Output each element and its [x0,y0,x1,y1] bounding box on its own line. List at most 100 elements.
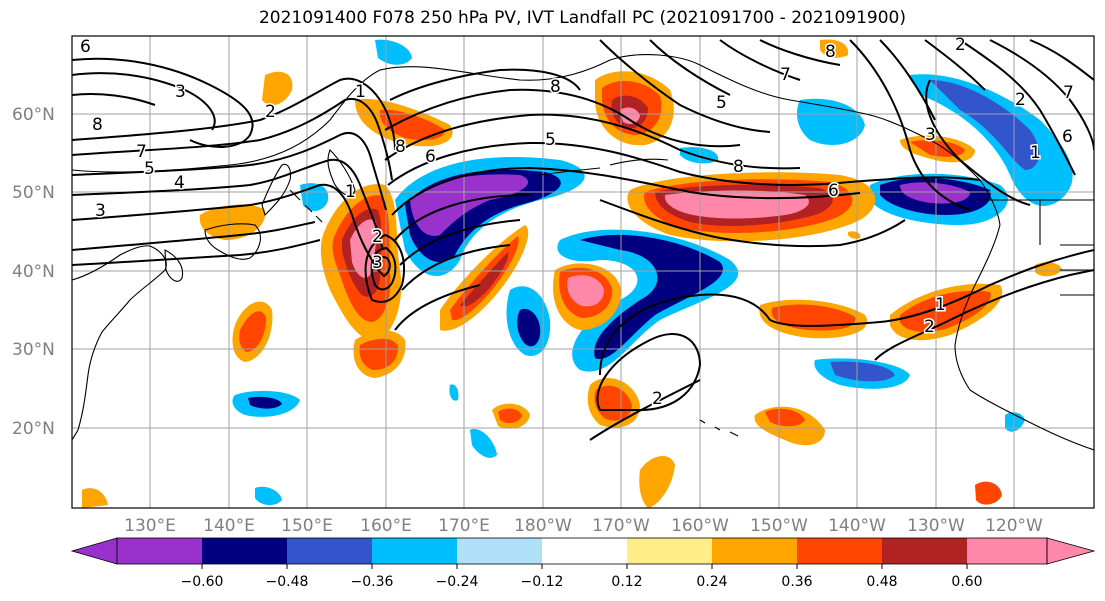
contour-line [376,256,391,278]
shade-positive-region [350,219,377,278]
contour-label: 6 [80,37,91,57]
shade-negative-region [910,74,1073,206]
contour-label: 2 [372,227,383,247]
longitude-labels: 130°E 140°E 150°E 160°E 170°E 180°W 170°… [124,516,1043,536]
contour-label: 3 [95,201,106,221]
lon-label: 130°E [124,516,176,536]
shade-positive-region [820,39,849,58]
contour-label: 2 [924,317,935,337]
lon-label: 160°W [671,516,729,536]
lon-label: 150°W [750,516,808,536]
lon-label: 170°E [438,516,490,536]
contour-line [719,39,801,81]
colorbar-tick-label: −0.36 [351,574,394,590]
siberia-coastline [72,54,701,173]
contour-label: 1 [345,182,356,202]
contour-line [370,246,397,291]
shade-negative-region [255,486,282,506]
colorbar-segment [372,538,457,564]
colorbar-tick-label: −0.24 [436,574,479,590]
asia-coastline [72,245,167,441]
coastlines [72,54,1094,451]
lon-label: 180°W [514,516,572,536]
contour-line [72,132,387,211]
contour-line [849,39,971,211]
shade-positive-region [910,140,965,157]
contour-label: 6 [425,147,436,167]
lat-label: 50°N [12,183,55,203]
shade-positive-region [620,107,640,124]
contour-line [384,88,741,148]
shade-negative-region [248,396,282,409]
contour-label: 2 [652,389,663,409]
contour-label: 2 [1015,90,1026,110]
contour-label: 7 [136,142,147,162]
colorbar-tick-label: 0.12 [611,574,642,590]
contour-line [596,333,702,411]
colorbar-extend-max [1046,537,1096,565]
lon-label: 150°E [281,516,333,536]
contour-line [72,72,216,131]
colorbar-segment [627,538,712,564]
contour-label: 1 [935,295,946,315]
shade-negative-region [517,308,541,347]
lat-label: 40°N [12,262,55,282]
colorbar-segment [457,538,542,564]
colorbar-segment [542,538,627,564]
pv-contours [72,39,1094,441]
shade-negative-region [410,174,529,236]
contour-line [72,183,381,271]
korea-coastline [164,249,184,282]
contour-label: 7 [780,65,791,85]
kamchatka-coastline [327,149,356,196]
contour-line [72,158,384,251]
colorbar-segment [712,538,797,564]
contour-line [649,39,731,96]
contour-line [72,239,321,266]
contour-label: 1 [1030,143,1041,163]
shade-positive-region [498,408,522,424]
shade-positive-region [1035,262,1062,277]
map-title: 2021091400 F078 250 hPa PV, IVT Landfall… [258,8,906,28]
colorbar-tick-label: 0.60 [951,574,982,590]
lon-label: 140°E [203,516,255,536]
lat-label: 30°N [12,340,55,360]
contour-label: 2 [955,35,966,55]
contour-line [599,199,906,248]
contour-line [391,166,861,216]
shade-positive-region [639,455,675,508]
contour-line [384,113,801,170]
contour-label: 8 [395,137,406,157]
shade-positive-region [765,408,805,427]
contour-label-group: 6 3 8 2 7 5 4 3 1 1 8 8 5 5 7 8 6 3 6 2 … [79,35,1076,411]
shade-negative-region [580,234,723,360]
shade-positive-region [262,71,293,106]
colorbar-tick-label: −0.60 [181,574,224,590]
contour-line [599,39,771,133]
contour-label: 2 [265,102,276,122]
contour-line [394,284,481,331]
lat-label: 20°N [12,419,55,439]
contour-label: 8 [733,157,744,177]
lon-label: 160°E [360,516,412,536]
shade-negative-region [900,182,970,204]
shade-positive-region [359,338,398,370]
shade-positive-region [199,204,266,240]
shade-positive-region [594,385,632,421]
contour-line [879,39,936,121]
lon-label: 130°W [907,516,965,536]
pv-shading [82,39,1073,508]
contour-label: 6 [828,181,839,201]
contour-label: 5 [144,159,155,179]
colorbar-segment [202,538,287,564]
contour-line [72,93,156,106]
colorbar: −0.60 −0.48 −0.36 −0.24 −0.12 0.12 0.24 … [70,537,1096,590]
contour-label: 5 [545,130,556,150]
colorbar-segment [882,538,967,564]
contour-line [387,141,981,186]
contour-label: 7 [1063,83,1074,103]
map-panel: 6 3 8 2 7 5 4 3 1 1 8 8 5 5 7 8 6 3 6 2 … [72,35,1094,508]
colorbar-tick-label: 0.48 [866,574,897,590]
contour-line [959,39,1076,176]
